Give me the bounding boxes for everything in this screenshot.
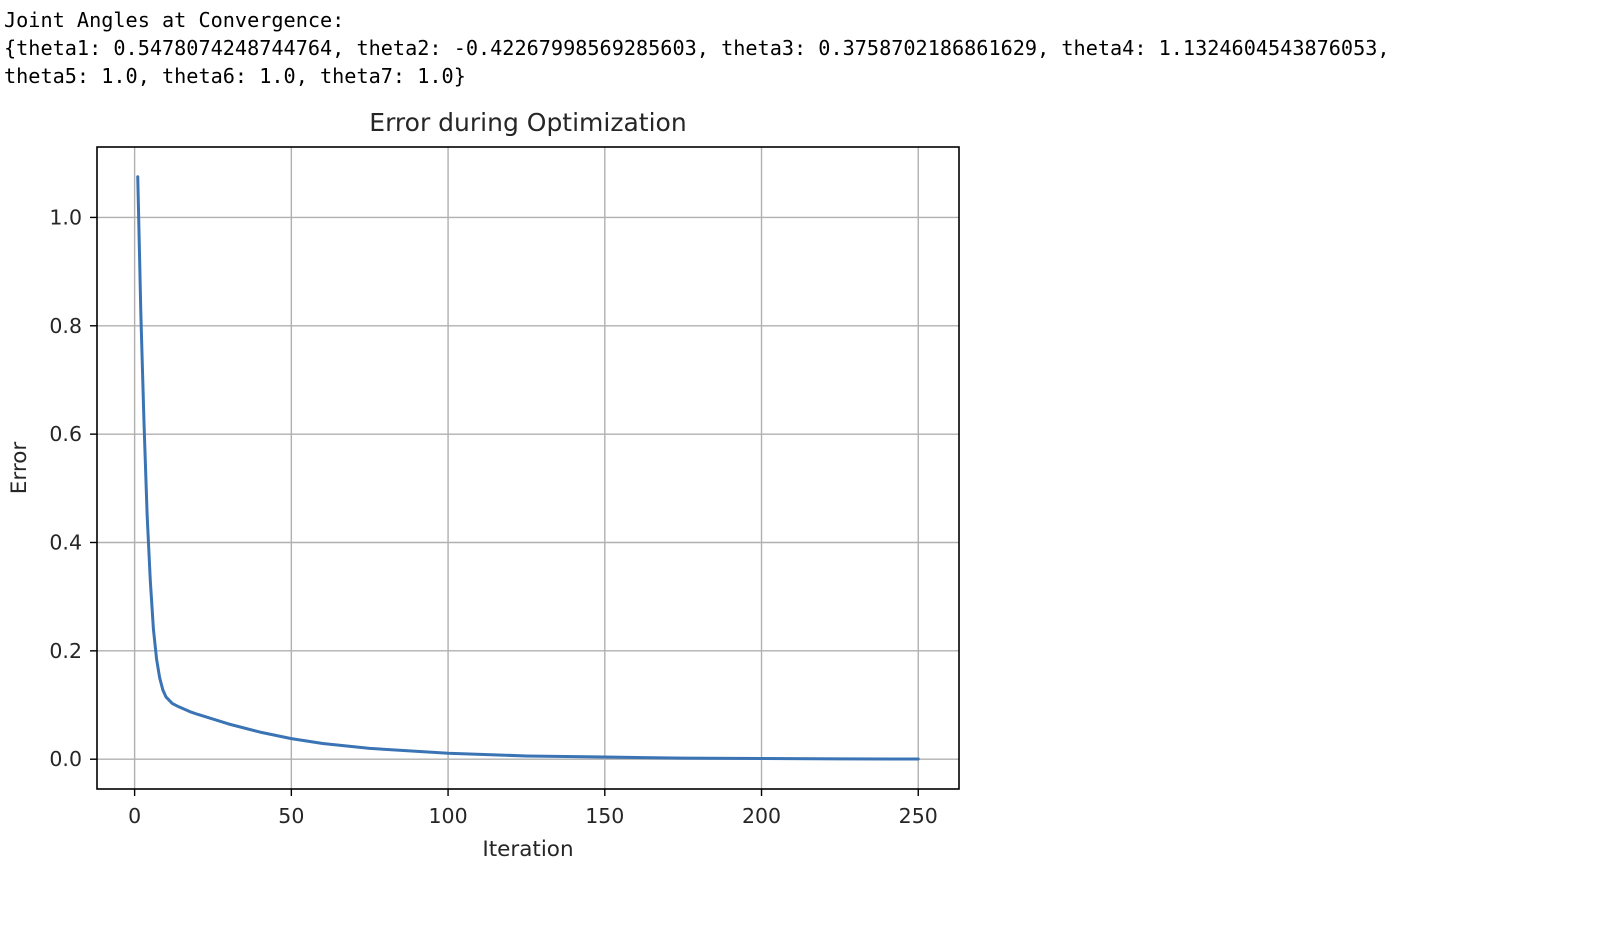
y-axis-title: Error [7, 442, 32, 495]
y-tick-label: 1.0 [49, 205, 82, 229]
output-line-3: theta5: 1.0, theta6: 1.0, theta7: 1.0} [4, 64, 466, 88]
x-tick-label: 0 [128, 804, 141, 828]
y-tick-label: 0.2 [49, 639, 82, 663]
x-tick-label: 200 [742, 804, 781, 828]
y-tick-label: 0.6 [49, 422, 82, 446]
y-axis-ticks: 0.0 0.2 0.4 0.6 0.8 1.0 [49, 205, 97, 771]
plot-frame [96, 146, 960, 790]
y-tick-label: 0.8 [49, 314, 82, 338]
x-tick-label: 50 [278, 804, 304, 828]
x-tick-label: 250 [899, 804, 938, 828]
error-chart: 0 50 100 150 200 250 0.0 0.2 0.4 0.6 0.8 1.0 Error… [7, 108, 960, 862]
y-tick-label: 0.0 [49, 747, 82, 771]
error-series-line [136, 175, 920, 761]
convergence-output: Joint Angles at Convergence: {theta1: 0.5… [4, 6, 1390, 90]
chart-title: Error during Optimization [369, 108, 686, 137]
x-axis-title: Iteration [482, 837, 573, 862]
x-tick-label: 150 [585, 804, 624, 828]
grid [97, 147, 959, 789]
y-tick-label: 0.4 [49, 530, 82, 554]
series-layer [136, 175, 920, 761]
x-axis-ticks: 0 50 100 150 200 250 [128, 789, 938, 828]
output-line-2: {theta1: 0.5478074248744764, theta2: -0.… [4, 36, 1390, 60]
output-line-1: Joint Angles at Convergence: [4, 8, 345, 32]
x-tick-label: 100 [428, 804, 467, 828]
